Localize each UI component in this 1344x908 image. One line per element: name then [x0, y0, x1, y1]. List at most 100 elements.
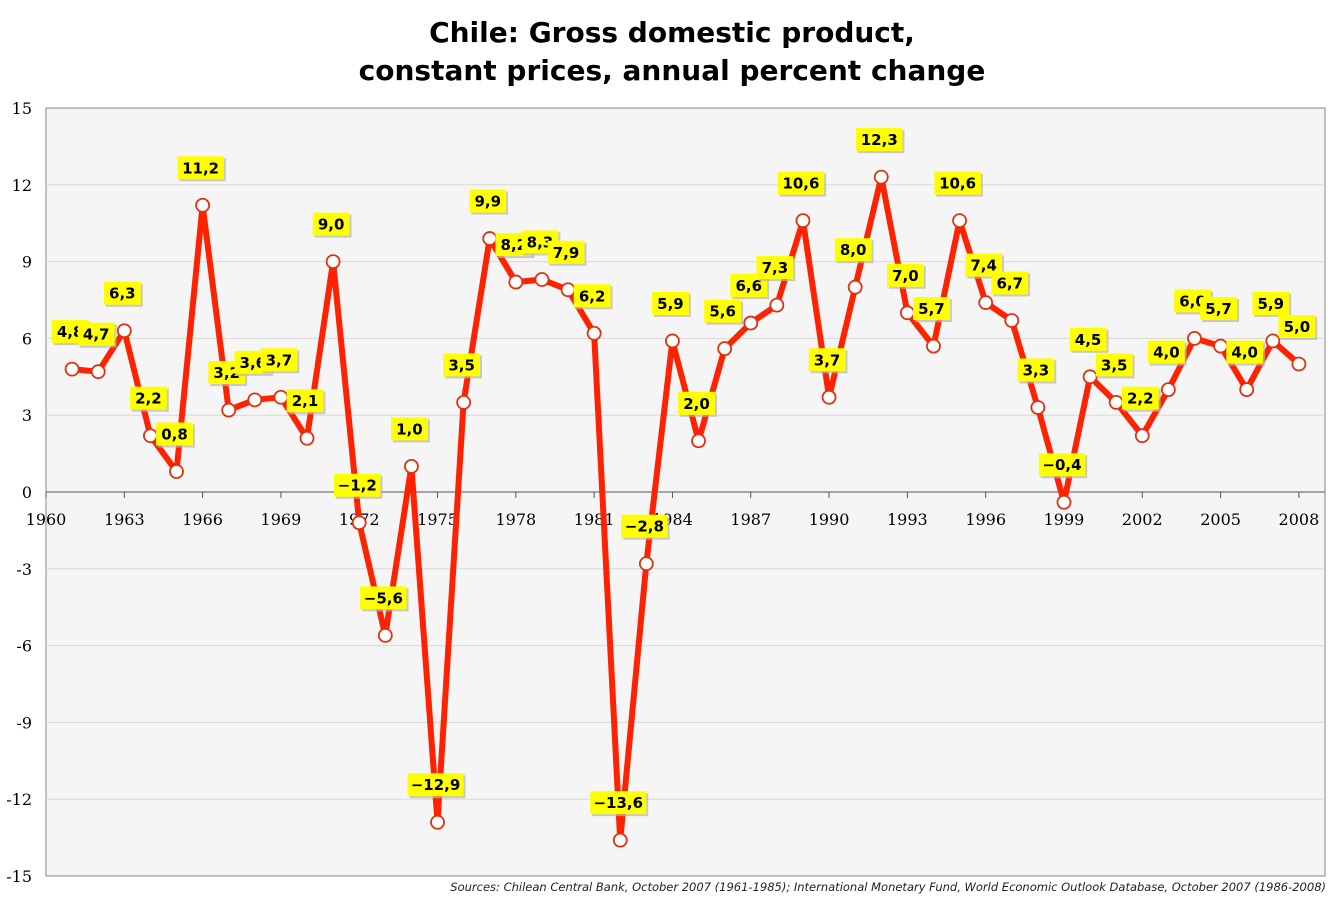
data-label-box [77, 322, 115, 346]
data-point [769, 297, 785, 313]
data-label-box [777, 171, 825, 195]
data-label: 4,0 [1226, 340, 1266, 366]
x-tick-label: 2005 [1200, 510, 1241, 529]
y-tick-label: 6 [22, 329, 32, 348]
data-point [665, 333, 680, 349]
data-label-box [130, 386, 167, 410]
data-label-box [856, 128, 903, 152]
data-label-text: 4,0 [1153, 344, 1180, 362]
data-label-text: 7,0 [892, 267, 919, 285]
data-label-text: 3,3 [1023, 362, 1050, 380]
data-point [90, 364, 106, 380]
data-label-text: 5,0 [1284, 318, 1311, 336]
data-label-text: −13,6 [593, 794, 643, 812]
x-tick-label: 2008 [1279, 510, 1320, 529]
data-label-box [1038, 453, 1086, 477]
data-label-text: 7,4 [970, 257, 997, 275]
data-label-text: 2,1 [292, 392, 319, 410]
data-label-text: 10,6 [782, 175, 819, 193]
chart-title-line-1: Chile: Gross domestic product, [429, 16, 915, 49]
data-label-box [1252, 291, 1290, 315]
data-point [116, 323, 132, 339]
data-label: 6,6 [730, 274, 770, 300]
data-label: 5,6 [704, 299, 744, 325]
x-tick-label: 1990 [809, 510, 850, 529]
data-point [169, 464, 184, 479]
y-tick-label: 9 [22, 253, 32, 272]
data-label-text: 9,9 [474, 193, 501, 211]
y-tick-label: -15 [6, 867, 32, 886]
data-label-box [360, 586, 407, 610]
data-label-box [334, 473, 381, 497]
data-point [1160, 382, 1176, 398]
y-tick-label: -6 [16, 637, 32, 656]
data-label: 5,9 [1252, 291, 1292, 317]
data-label-box [260, 348, 298, 372]
data-label-box [678, 391, 715, 415]
y-tick-label: 15 [12, 99, 32, 118]
data-point [847, 279, 863, 295]
data-label: −5,6 [360, 586, 409, 612]
data-point [612, 832, 628, 848]
data-label: 0,8 [156, 422, 195, 448]
data-label-text: 8,3 [527, 234, 554, 252]
data-label-box [934, 171, 981, 195]
data-label: 6,3 [103, 281, 143, 307]
data-label: 5,7 [1200, 297, 1239, 323]
data-label-box [1121, 386, 1159, 410]
data-point [351, 515, 367, 531]
data-label: 8,0 [834, 238, 874, 264]
data-point [456, 394, 472, 410]
data-label: 7,9 [547, 240, 587, 266]
data-label-text: −12,9 [411, 776, 461, 794]
data-label-text: 3,5 [448, 356, 475, 374]
x-tick-label: 1996 [965, 510, 1006, 529]
data-label-text: 2,2 [135, 390, 162, 408]
data-label: 5,9 [652, 291, 691, 317]
data-point [717, 341, 733, 357]
data-label: −2,8 [621, 514, 670, 540]
data-label-box [1147, 340, 1185, 364]
data-label-box [652, 291, 689, 315]
data-point [430, 814, 445, 830]
axes: 15129630-3-6-9-12-1519601963196619691972… [6, 99, 1325, 886]
data-label-text: 5,6 [709, 303, 736, 321]
data-label: 3,5 [443, 353, 483, 379]
data-label: 8,2 [495, 233, 535, 259]
chart-title: Chile: Gross domestic product, constant … [0, 14, 1344, 90]
data-label-text: 3,5 [1101, 356, 1128, 374]
data-point [404, 458, 419, 474]
data-label-text: −5,6 [364, 589, 403, 607]
data-label-text: 6,7 [996, 274, 1023, 292]
data-point [273, 389, 289, 405]
data-point [221, 402, 237, 418]
data-label: 7,3 [756, 256, 796, 282]
data-label-box [177, 156, 224, 180]
data-point [1004, 313, 1020, 328]
data-point [143, 428, 158, 444]
data-label-box [1278, 315, 1316, 338]
data-point [64, 361, 80, 377]
data-point [873, 169, 889, 185]
x-tick-label: 1966 [182, 510, 223, 529]
data-label-text: 4,7 [83, 326, 110, 344]
data-point [952, 213, 967, 229]
data-label-text: 3,2 [213, 364, 240, 382]
data-label-text: 3,6 [240, 354, 267, 372]
data-point [1265, 333, 1281, 349]
data-point [978, 295, 994, 310]
data-label-box [469, 189, 507, 213]
data-label: 3,7 [260, 348, 300, 374]
data-label-box [547, 240, 585, 264]
y-tick-label: 12 [12, 176, 32, 195]
data-point [1213, 338, 1228, 354]
x-tick-label: 1993 [887, 510, 928, 529]
data-point [508, 274, 524, 290]
source-note: Sources: Chilean Central Bank, October 2… [450, 880, 1326, 894]
data-label: 4,0 [1147, 340, 1187, 366]
data-point [1187, 330, 1202, 346]
x-tick-label: 1975 [417, 510, 458, 529]
data-label-text: 2,2 [1127, 390, 1154, 408]
data-label: 4,5 [1069, 327, 1109, 353]
